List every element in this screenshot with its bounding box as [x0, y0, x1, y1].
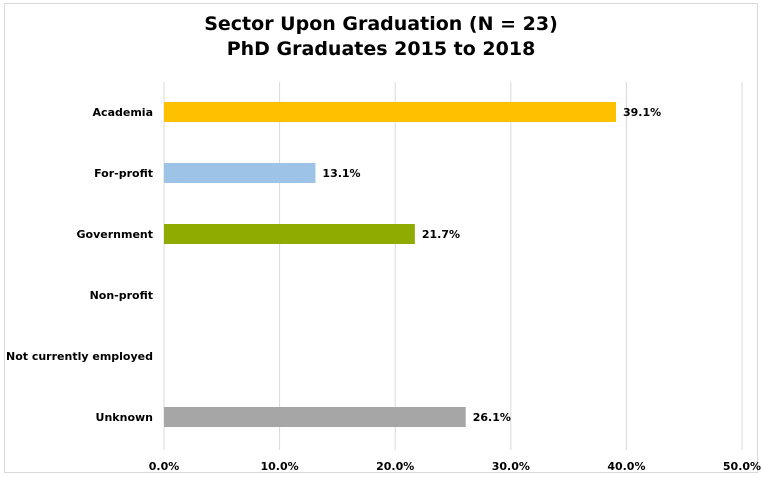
x-tick-labels: 0.0% 10.0% 20.0% 30.0% 40.0% 50.0%	[149, 460, 761, 473]
data-labels: 39.1% 13.1% 21.7% 26.1%	[322, 106, 661, 424]
chart-subtitle: PhD Graduates 2015 to 2018	[226, 38, 536, 60]
category-labels: Academia For-profit Government Non-profit No…	[6, 106, 153, 424]
bar	[164, 407, 466, 427]
chart-title-block: Sector Upon Graduation (N = 23) PhD Grad…	[0, 12, 762, 62]
x-tick-label: 50.0%	[723, 460, 761, 473]
x-tick-label: 30.0%	[492, 460, 530, 473]
category-label: For-profit	[94, 167, 153, 180]
x-tick-label: 10.0%	[261, 460, 299, 473]
gridlines	[163, 82, 743, 450]
chart-title: Sector Upon Graduation (N = 23)	[204, 13, 558, 35]
bar	[164, 102, 616, 122]
x-tick-label: 40.0%	[607, 460, 645, 473]
category-label: Not currently employed	[6, 350, 153, 363]
bar	[164, 224, 415, 244]
data-label: 26.1%	[473, 411, 511, 424]
category-label: Government	[77, 228, 153, 241]
data-label: 39.1%	[623, 106, 661, 119]
category-label: Academia	[93, 106, 153, 119]
x-tick-label: 20.0%	[376, 460, 414, 473]
category-label: Non-profit	[90, 289, 153, 302]
category-label: Unknown	[96, 411, 153, 424]
bars	[164, 102, 616, 427]
x-tick-label: 0.0%	[149, 460, 180, 473]
bar	[164, 163, 316, 183]
data-label: 21.7%	[422, 228, 460, 241]
data-label: 13.1%	[322, 167, 360, 180]
